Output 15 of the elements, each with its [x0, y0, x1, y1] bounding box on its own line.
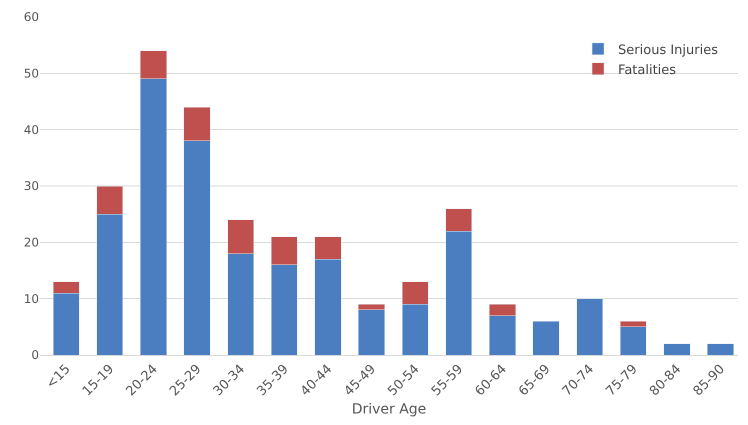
bar	[664, 343, 690, 355]
y-tick-label: 40	[24, 122, 39, 137]
y-tick-label: 0	[31, 348, 39, 362]
x-axis-title: Driver Age	[352, 402, 426, 418]
legend-label: Fatalities	[618, 62, 676, 78]
y-tick-label: 60	[24, 10, 39, 24]
bar	[532, 320, 560, 355]
legend-label: Serious Injuries	[618, 42, 718, 58]
y-tick-label: 10	[24, 292, 39, 306]
y-tick-label: 20	[24, 236, 39, 250]
bar	[707, 343, 734, 355]
x-tick-label: <15	[44, 362, 74, 392]
y-tick-label: 30	[24, 179, 39, 194]
bar	[576, 298, 604, 355]
y-tick-label: 50	[24, 66, 39, 81]
